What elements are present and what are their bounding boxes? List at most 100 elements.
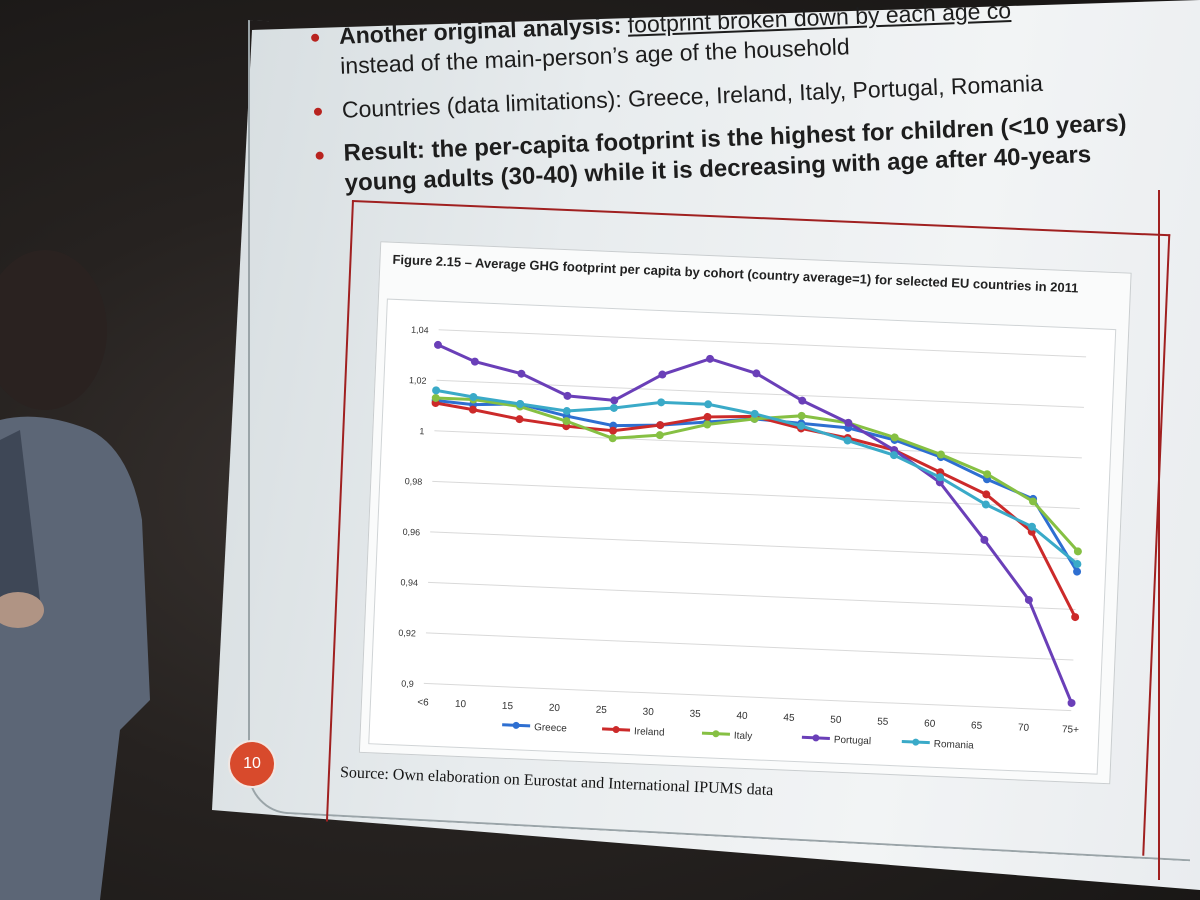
data-point-romania [1073, 560, 1082, 569]
y-tick-label: 1,04 [411, 325, 429, 336]
data-point-portugal [980, 535, 989, 544]
y-tick-label: 0,9 [401, 678, 414, 689]
y-tick-label: 0,96 [402, 527, 420, 538]
data-point-romania [797, 421, 806, 430]
presenter-silhouette [0, 250, 150, 900]
y-tick-label: 0,92 [398, 628, 416, 639]
data-point-portugal [706, 354, 715, 363]
data-point-romania [469, 393, 478, 402]
data-point-italy [562, 417, 571, 426]
line-chart: 1,04 1,02 1 0,98 0,96 0,94 0,92 0,9<6 10 15 20 25 30… [398, 325, 1087, 752]
legend-marker-romania [912, 738, 920, 746]
data-point-romania [750, 409, 759, 418]
x-tick-label: 50 [830, 714, 842, 725]
data-point-romania [609, 403, 618, 412]
legend-marker-ireland [612, 726, 620, 734]
data-point-ireland [468, 405, 477, 414]
x-tick-label: 45 [783, 713, 795, 724]
chart-title: Figure 2.15 – Average GHG footprint per … [392, 251, 1079, 296]
gridline [434, 430, 1082, 459]
data-point-portugal [752, 369, 761, 378]
data-point-italy [655, 431, 664, 440]
bullet-dot-icon [310, 33, 320, 42]
data-point-portugal [658, 370, 667, 379]
data-point-romania [936, 473, 945, 482]
x-tick-label: 20 [549, 703, 561, 714]
data-point-italy [936, 450, 945, 459]
x-tick-label: 65 [971, 720, 983, 731]
gridline [425, 632, 1074, 661]
x-tick-label: 30 [642, 707, 654, 718]
y-tick-label: 1,02 [409, 375, 427, 386]
data-point-ireland [515, 415, 524, 424]
data-point-portugal [844, 418, 853, 427]
legend-label-greece: Greece [534, 722, 568, 734]
legend-marker-italy [712, 730, 720, 738]
data-point-italy [608, 434, 617, 443]
y-tick-label: 1 [419, 426, 424, 436]
data-point-portugal [563, 391, 572, 400]
figure-panel: Figure 2.15 – Average GHG footprint per … [358, 241, 1132, 785]
data-point-italy [431, 393, 440, 402]
data-point-italy [703, 420, 712, 429]
legend-marker-greece [512, 721, 520, 729]
legend-label-romania: Romania [933, 739, 974, 752]
gridline [438, 329, 1087, 358]
legend-label-ireland: Ireland [634, 726, 665, 738]
data-point-ireland [609, 426, 618, 435]
source-note: Source: Own elaboration on Eurostat and … [339, 764, 774, 800]
chart-frame: 1,04 1,02 1 0,98 0,96 0,94 0,92 0,9 <6 10 15 20 25 30… [368, 298, 1117, 775]
bullet-countries-text: Countries (data limitations): Greece, Ir… [341, 69, 1044, 123]
data-point-romania [657, 398, 666, 407]
legend-label-portugal: Portugal [834, 735, 872, 748]
data-point-italy [797, 411, 806, 420]
gridline [428, 581, 1076, 611]
x-tick-label: 55 [877, 716, 889, 727]
y-tick-label: 0,94 [400, 577, 418, 588]
gridline [436, 379, 1084, 408]
x-tick-label: 35 [689, 709, 701, 720]
data-point-italy [1029, 497, 1038, 506]
bullet-dot-icon [313, 107, 323, 116]
data-point-romania [843, 436, 852, 445]
data-point-romania [889, 451, 898, 460]
x-tick-label: 60 [924, 718, 936, 729]
data-point-portugal [798, 396, 807, 405]
series-line-portugal [437, 343, 1073, 704]
figure-box: Figure 2.15 – Average GHG footprint per … [325, 200, 1171, 856]
bullet-analysis-underlined: footprint broken down by each age co [627, 0, 1012, 38]
page-number-badge: 10 [228, 740, 276, 788]
data-point-italy [983, 470, 992, 479]
gridline [430, 531, 1078, 560]
data-point-portugal [610, 396, 619, 405]
data-point-romania [704, 400, 713, 409]
legend-label-italy: Italy [734, 730, 753, 742]
data-point-portugal [1067, 698, 1076, 707]
x-tick-label: 40 [736, 711, 748, 722]
x-tick-label: 15 [502, 701, 514, 712]
data-point-ireland [982, 490, 991, 499]
gridline [423, 682, 1072, 712]
data-point-romania [516, 400, 525, 409]
gridline [432, 480, 1080, 509]
y-tick-label: 0,98 [405, 476, 423, 487]
data-point-portugal [434, 340, 443, 349]
data-point-ireland [656, 421, 665, 430]
data-point-ireland [703, 412, 712, 421]
data-point-ireland [1071, 613, 1080, 622]
data-point-portugal [1024, 595, 1033, 604]
slide-accent-rule [1158, 190, 1160, 880]
data-point-romania [432, 386, 441, 395]
data-point-romania [1027, 522, 1036, 531]
data-point-italy [1073, 547, 1082, 556]
data-point-romania [981, 500, 990, 509]
x-tick-label: 25 [595, 705, 607, 716]
legend-marker-portugal [812, 734, 820, 742]
data-point-romania [562, 407, 571, 416]
data-point-italy [890, 433, 899, 442]
data-point-portugal [517, 369, 526, 378]
data-point-portugal [470, 357, 479, 366]
x-tick-label: 75+ [1062, 724, 1080, 736]
data-point-greece [1073, 567, 1082, 576]
x-tick-label: 70 [1018, 722, 1030, 733]
